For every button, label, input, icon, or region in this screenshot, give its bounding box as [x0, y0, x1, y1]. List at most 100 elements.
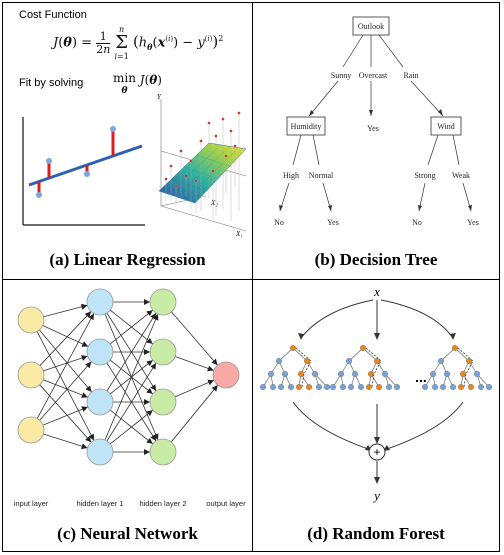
data-points — [164, 111, 241, 221]
connection-arrowhead — [85, 385, 92, 393]
input-neuron — [17, 361, 45, 389]
connection-arrowhead — [81, 341, 89, 347]
edge-sunny: Sunny — [331, 71, 351, 80]
label-output-layer: output layer — [206, 499, 246, 508]
connection — [43, 355, 88, 372]
connection-arrowhead — [81, 355, 88, 361]
rf-tree-node — [486, 384, 492, 390]
connection-arrowhead — [144, 399, 150, 405]
node-outlook-label: Outlook — [358, 22, 384, 31]
connection — [170, 384, 219, 443]
connection-arrowhead — [211, 358, 218, 366]
hidden1-neuron — [86, 338, 114, 366]
axis-y-label: Y — [157, 93, 162, 101]
axis-x2-label: X₂ — [210, 199, 218, 207]
rf-ellipsis: ... — [415, 369, 427, 385]
rf-active-node — [374, 358, 380, 364]
connection-arrowhead — [146, 410, 153, 417]
rf-tree-node — [346, 358, 352, 364]
leaf-overcast-yes: Yes — [367, 124, 379, 133]
rf-aggregation-arrows — [292, 401, 464, 480]
connection — [106, 362, 157, 442]
rf-tree-node — [340, 384, 346, 390]
hidden1-neuron — [86, 438, 114, 466]
rf-tree-edge — [348, 347, 364, 362]
connection-arrowhead — [85, 435, 92, 443]
regression-plane — [158, 142, 247, 204]
leaf-no-1: No — [274, 218, 284, 227]
rf-output-y: y — [372, 488, 380, 503]
hidden1-neuron — [86, 388, 114, 416]
rf-input-x: x — [373, 284, 380, 299]
edge-normal: Normal — [309, 171, 334, 180]
panel-decision-tree: Outlook Humidity Wind — [253, 3, 499, 279]
node-humidity-label: Humidity — [291, 122, 322, 131]
rf-tree-node — [260, 384, 266, 390]
rf-decision-path — [365, 347, 382, 388]
connection-arrowhead — [81, 392, 88, 398]
connection-arrowhead — [80, 443, 88, 450]
rf-tree-node — [338, 371, 344, 377]
connection-arrowhead — [80, 303, 88, 310]
rf-tree-node — [348, 384, 354, 390]
edge-weak: Weak — [452, 171, 470, 180]
edge-rain: Rain — [403, 71, 418, 80]
rf-active-node — [458, 384, 464, 390]
connection — [43, 304, 88, 318]
rf-active-node — [368, 371, 374, 377]
connection-arrowhead — [150, 384, 157, 392]
regression-3d-plot: Y X₂ X₁ — [157, 93, 247, 238]
connection-arrowhead — [144, 449, 150, 455]
network-neurons — [17, 288, 240, 466]
node-humidity — [286, 116, 326, 136]
rf-tree-node — [444, 371, 450, 377]
rf-active-node — [360, 345, 366, 351]
connection-arrowhead — [88, 313, 94, 321]
input-neuron — [17, 306, 45, 334]
rf-tree-node — [394, 384, 400, 390]
vertical-divider — [252, 3, 253, 551]
connection-arrowhead — [150, 362, 157, 370]
rf-active-node — [468, 384, 474, 390]
rf-combine-node — [368, 443, 386, 461]
connection — [42, 406, 89, 426]
rf-active-node — [306, 384, 312, 390]
rf-active-node — [304, 358, 310, 364]
label-hidden-layer-2: hidden layer 2 — [139, 499, 186, 508]
rf-active-node — [298, 371, 304, 377]
rf-active-node — [296, 384, 302, 390]
rf-tree-node — [432, 384, 438, 390]
horizontal-divider — [3, 279, 499, 280]
caption-decision-tree: (b) Decision Tree — [314, 250, 438, 269]
regression-2d-plot — [22, 117, 145, 226]
hidden2-neuron — [149, 438, 177, 466]
connection-arrowhead — [146, 437, 153, 444]
connection — [106, 312, 157, 392]
rf-active-node — [460, 371, 466, 377]
rf-tree-edge — [292, 347, 308, 362]
connection-arrowhead — [211, 385, 218, 392]
connection-arrowhead — [144, 349, 150, 355]
rf-input-arrows — [300, 299, 454, 339]
rf-combine-symbol: + — [373, 445, 380, 459]
edge-strong: Strong — [414, 171, 435, 180]
rf-tree-node — [438, 358, 444, 364]
label-hidden-layer-1: hidden layer 1 — [76, 499, 123, 508]
hidden2-neuron — [149, 338, 177, 366]
leaf-yes-1: Yes — [327, 218, 339, 227]
connection — [171, 311, 218, 366]
connection — [36, 313, 95, 419]
rf-tree-node — [288, 384, 294, 390]
rf-tree-edge — [278, 347, 294, 362]
hidden1-neuron — [86, 288, 114, 316]
cost-function-title: Cost Function — [19, 9, 87, 21]
rf-decision-path — [295, 347, 312, 388]
rf-tree-node — [268, 371, 274, 377]
output-neuron — [212, 361, 240, 389]
connection — [104, 313, 159, 441]
connection — [42, 379, 89, 398]
rf-tree-node — [386, 384, 392, 390]
label-input-layer: input layer — [14, 499, 49, 508]
